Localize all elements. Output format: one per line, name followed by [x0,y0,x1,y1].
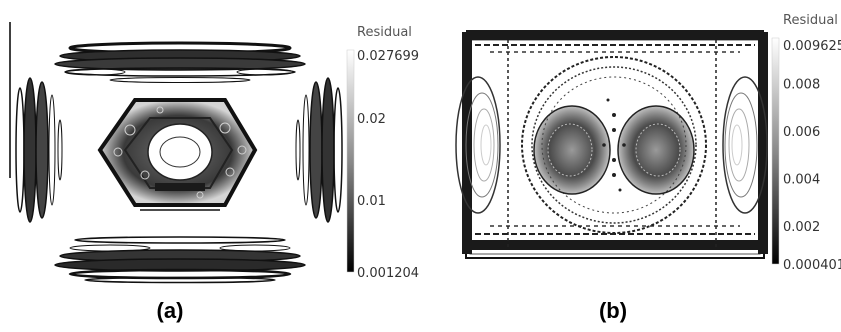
panel-a: Residual 0.027699 0.02 0.01 0.001204 (a) [9,22,419,323]
panel-b-colorbar-tick-1: 0.008 [783,78,820,93]
panel-a-top-band [54,41,306,83]
panel-b-frame [465,35,765,259]
panel-a-right-band [295,77,343,223]
panel-b-left-lobe [455,32,509,254]
panel-b-colorbar-bar [771,37,780,265]
panel-b-colorbar-tick-0: 0.009625 [783,39,841,54]
panel-a-bottom-band [54,236,306,284]
panel-b-top-band [466,30,764,53]
panel-a-left-band [15,77,63,223]
panel-a-colorbar-tick-0: 0.027699 [357,49,419,64]
panel-a-colorbar: Residual 0.027699 0.02 0.01 0.001204 [346,25,419,281]
panel-b-right-lobe [715,32,768,254]
panel-b-colorbar-tick-3: 0.004 [783,173,820,188]
panel-b-colorbar-title: Residual [783,13,838,28]
panel-b: Residual 0.009625 0.008 0.006 0.004 0.002 0.0… [455,13,841,323]
panel-a-colorbar-tick-2: 0.01 [357,194,386,209]
panel-a-colorbar-title: Residual [357,25,412,40]
panel-b-bottom-band [466,225,764,250]
panel-b-colorbar-tick-2: 0.006 [783,125,820,140]
panel-a-center-ring [97,98,258,211]
panel-a-colorbar-tick-3: 0.001204 [357,266,419,281]
panel-b-center-dots [602,98,626,192]
panel-b-colorbar-tick-5: 0.000401 [783,258,841,273]
panel-b-label: (b) [599,298,627,323]
panel-a-colorbar-bar [346,49,355,273]
panel-a-label: (a) [157,298,184,323]
panel-b-left-blob [533,105,611,195]
panel-b-colorbar-tick-4: 0.002 [783,220,820,235]
panel-a-colorbar-tick-1: 0.02 [357,112,386,127]
panel-b-right-blob [617,105,695,195]
panel-b-colorbar: Residual 0.009625 0.008 0.006 0.004 0.002 0.0… [771,13,841,273]
